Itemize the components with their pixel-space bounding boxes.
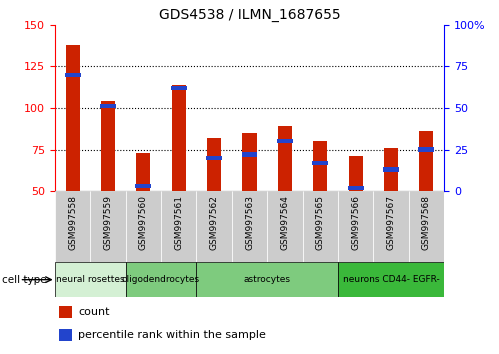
- Bar: [267, 191, 302, 262]
- Text: GSM997566: GSM997566: [351, 195, 360, 250]
- Bar: [278, 126, 292, 191]
- Title: GDS4538 / ILMN_1687655: GDS4538 / ILMN_1687655: [159, 8, 340, 22]
- Bar: [59, 329, 72, 341]
- Text: count: count: [78, 307, 110, 317]
- Bar: [277, 139, 293, 143]
- Text: GSM997565: GSM997565: [316, 195, 325, 250]
- Bar: [419, 131, 434, 191]
- Bar: [384, 148, 398, 191]
- Bar: [373, 191, 409, 262]
- Bar: [409, 191, 444, 262]
- Bar: [135, 184, 151, 188]
- Bar: [197, 262, 338, 297]
- Bar: [348, 186, 364, 190]
- Bar: [172, 85, 186, 191]
- Bar: [65, 45, 80, 191]
- Text: cell type: cell type: [2, 275, 47, 285]
- Bar: [64, 73, 80, 77]
- Text: percentile rank within the sample: percentile rank within the sample: [78, 330, 266, 340]
- Text: GSM997564: GSM997564: [280, 195, 289, 250]
- Bar: [171, 86, 187, 90]
- Text: GSM997559: GSM997559: [103, 195, 112, 250]
- Text: neurons CD44- EGFR-: neurons CD44- EGFR-: [343, 275, 440, 284]
- Bar: [302, 191, 338, 262]
- Bar: [100, 104, 116, 108]
- Bar: [243, 133, 256, 191]
- Text: GSM997568: GSM997568: [422, 195, 431, 250]
- Bar: [126, 191, 161, 262]
- Text: GSM997562: GSM997562: [210, 195, 219, 250]
- Bar: [206, 156, 222, 160]
- Bar: [338, 191, 373, 262]
- Bar: [161, 191, 197, 262]
- Bar: [55, 262, 126, 297]
- Bar: [136, 153, 150, 191]
- Bar: [126, 262, 197, 297]
- Bar: [55, 191, 90, 262]
- Bar: [101, 101, 115, 191]
- Bar: [207, 138, 221, 191]
- Text: neural rosettes: neural rosettes: [56, 275, 125, 284]
- Bar: [383, 167, 399, 172]
- Bar: [312, 161, 328, 165]
- Bar: [242, 153, 257, 156]
- Text: GSM997563: GSM997563: [245, 195, 254, 250]
- Text: GSM997560: GSM997560: [139, 195, 148, 250]
- Bar: [419, 148, 434, 152]
- Bar: [349, 156, 363, 191]
- Text: astrocytes: astrocytes: [244, 275, 291, 284]
- Bar: [313, 141, 327, 191]
- Text: GSM997561: GSM997561: [174, 195, 183, 250]
- Bar: [338, 262, 444, 297]
- Text: oligodendrocytes: oligodendrocytes: [122, 275, 200, 284]
- Bar: [197, 191, 232, 262]
- Text: GSM997558: GSM997558: [68, 195, 77, 250]
- Bar: [59, 306, 72, 318]
- Bar: [90, 191, 126, 262]
- Bar: [232, 191, 267, 262]
- Text: GSM997567: GSM997567: [387, 195, 396, 250]
